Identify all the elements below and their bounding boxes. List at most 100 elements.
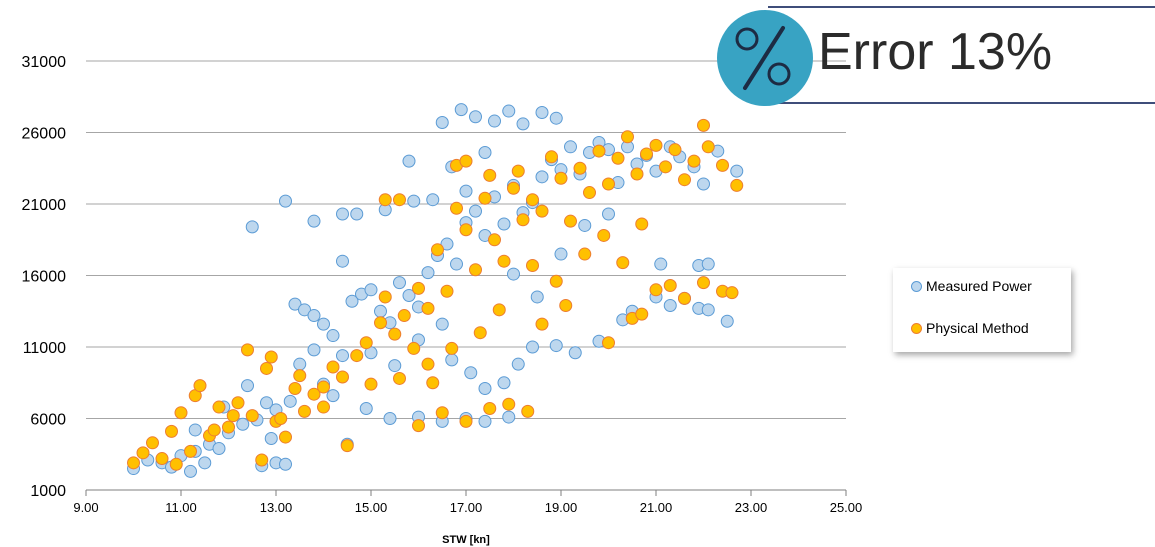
physical-method-point xyxy=(564,214,577,228)
physical-method-point xyxy=(526,258,539,272)
measured-power-point xyxy=(488,114,501,128)
physical-method-point xyxy=(279,430,292,444)
measured-power-point xyxy=(402,154,416,168)
measured-power-point xyxy=(701,303,715,317)
measured-power-point xyxy=(288,297,302,311)
measured-power-point xyxy=(535,170,549,184)
physical-method-point xyxy=(616,256,630,270)
measured-power-point xyxy=(478,414,492,428)
physical-method-point xyxy=(516,213,530,227)
physical-method-point xyxy=(526,193,539,207)
x-tick-label: 21.00 xyxy=(640,500,673,515)
physical-method-point xyxy=(483,168,497,182)
physical-method-point xyxy=(146,436,159,450)
physical-method-point xyxy=(274,412,288,425)
measured-power-point xyxy=(511,357,525,371)
physical-method-point xyxy=(388,327,402,341)
y-tick-label: 11000 xyxy=(23,340,66,357)
physical-method-point xyxy=(554,171,568,185)
physical-method-point xyxy=(687,154,701,168)
measured-power-point xyxy=(602,207,615,221)
measured-power-point xyxy=(507,267,520,281)
physical-method-point xyxy=(725,286,739,300)
physical-method-point xyxy=(459,414,473,428)
physical-method-point xyxy=(421,301,435,315)
callout-top-line xyxy=(768,6,1155,8)
physical-method-point xyxy=(497,254,511,268)
measured-power-point xyxy=(336,254,349,268)
measured-power-marker xyxy=(911,280,922,292)
measured-power-point xyxy=(530,290,544,304)
legend-label-measured-power: Measured Power xyxy=(926,278,1032,294)
physical-method-point xyxy=(716,158,729,172)
physical-method-point xyxy=(336,370,349,384)
physical-method-point xyxy=(611,151,625,165)
measured-power-point xyxy=(459,184,473,198)
measured-power-point xyxy=(549,111,563,125)
measured-power-point xyxy=(359,401,373,415)
measured-power-point xyxy=(663,299,677,313)
measured-power-point xyxy=(402,289,416,303)
physical-method-point xyxy=(511,164,525,178)
physical-method-point xyxy=(231,396,245,410)
x-tick-label: 13.00 xyxy=(260,500,293,515)
error-callout: Error 13% xyxy=(717,0,1155,106)
measured-power-point xyxy=(307,343,321,357)
callout-bottom-line xyxy=(768,102,1155,104)
physical-method-point xyxy=(473,326,487,340)
physical-method-point xyxy=(245,409,259,423)
physical-method-point xyxy=(317,380,330,394)
measured-power-point xyxy=(212,442,226,456)
measured-power-point xyxy=(393,276,406,290)
physical-method-point xyxy=(668,143,682,157)
x-tick-label: 17.00 xyxy=(450,500,483,515)
physical-method-point xyxy=(492,303,506,317)
physical-method-point xyxy=(127,456,140,470)
measured-power-point xyxy=(464,366,478,380)
measured-power-point xyxy=(440,237,454,251)
physical-method-point xyxy=(255,453,269,467)
measured-power-point xyxy=(407,194,421,208)
physical-method-point xyxy=(260,361,273,375)
measured-power-point xyxy=(317,317,330,331)
physical-method-point xyxy=(207,423,221,437)
physical-method-point xyxy=(483,401,497,415)
measured-power-point xyxy=(188,423,202,437)
physical-method-point xyxy=(578,247,592,261)
measured-power-point xyxy=(307,214,321,228)
physical-method-point xyxy=(459,154,473,168)
physical-method-point xyxy=(507,181,520,195)
measured-power-point xyxy=(554,247,568,261)
physical-method-point xyxy=(521,404,535,418)
measured-power-point xyxy=(502,410,516,424)
measured-power-point xyxy=(478,381,492,395)
physical-method-point xyxy=(174,406,188,420)
measured-power-point xyxy=(279,194,292,208)
physical-method-point xyxy=(431,243,444,257)
physical-method-point xyxy=(649,138,663,152)
physical-method-point xyxy=(378,193,392,207)
physical-method-point xyxy=(426,376,440,390)
physical-method-point xyxy=(635,307,649,321)
physical-method-point xyxy=(169,457,183,471)
physical-method-point xyxy=(226,409,240,423)
physical-method-point xyxy=(597,228,611,242)
measured-power-point xyxy=(374,304,387,318)
y-tick-label: 16000 xyxy=(22,269,67,286)
physical-method-point xyxy=(488,233,501,247)
physical-method-point xyxy=(241,343,254,357)
series-physical-method xyxy=(127,118,744,471)
physical-method-point xyxy=(635,217,649,231)
physical-method-point xyxy=(222,420,235,434)
physical-method-point xyxy=(445,341,459,355)
physical-method-point xyxy=(469,263,482,277)
x-tick-label: 11.00 xyxy=(165,500,197,515)
physical-method-point xyxy=(730,178,744,192)
measured-power-point xyxy=(469,204,482,218)
physical-method-point xyxy=(649,283,663,297)
measured-power-point xyxy=(516,117,530,131)
physical-method-point xyxy=(630,167,644,181)
measured-power-point xyxy=(497,376,511,390)
